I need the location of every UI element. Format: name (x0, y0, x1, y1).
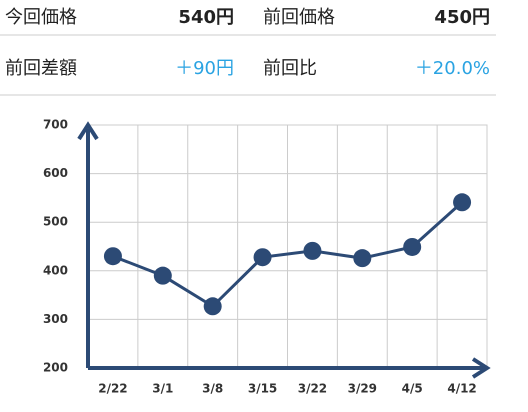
y-tick-label: 700 (43, 118, 68, 132)
point (303, 241, 322, 260)
x-tick-label: 3/22 (298, 382, 327, 396)
label: 前回価格 (263, 7, 335, 28)
x-axis-arrow (471, 357, 491, 379)
y-tick-label: 200 (43, 361, 68, 375)
x-tick-label: 2/22 (98, 382, 127, 396)
y-tick-label: 400 (43, 263, 68, 277)
y-tick-label: 600 (43, 166, 68, 180)
value: 450円 (434, 7, 490, 28)
value: ＋90円 (175, 58, 234, 79)
x-tick-label: 4/12 (447, 382, 476, 396)
y-tick-label: 300 (43, 312, 68, 326)
point (253, 248, 272, 267)
point (153, 266, 172, 285)
chart: 200 300 400 500 600 700 2/22 3/1 3/8 3/15 3/22 3/29… (43, 118, 491, 396)
x-tick-label: 3/1 (152, 382, 173, 396)
point (203, 297, 222, 316)
point (103, 247, 122, 266)
label: 前回比 (263, 58, 317, 79)
x-tick-label: 3/29 (348, 382, 377, 396)
y-tick-label: 500 (43, 215, 68, 229)
label: 前回差額 (5, 58, 77, 79)
label: 今回価格 (5, 7, 77, 28)
point (403, 237, 422, 256)
point (353, 249, 372, 268)
point (453, 193, 472, 212)
value: ＋20.0% (415, 58, 490, 79)
x-tick-label: 4/5 (402, 382, 423, 396)
value: 540円 (178, 7, 234, 28)
y-axis-arrow (77, 121, 99, 141)
x-tick-label: 3/8 (202, 382, 223, 396)
x-tick-label: 3/15 (248, 382, 277, 396)
